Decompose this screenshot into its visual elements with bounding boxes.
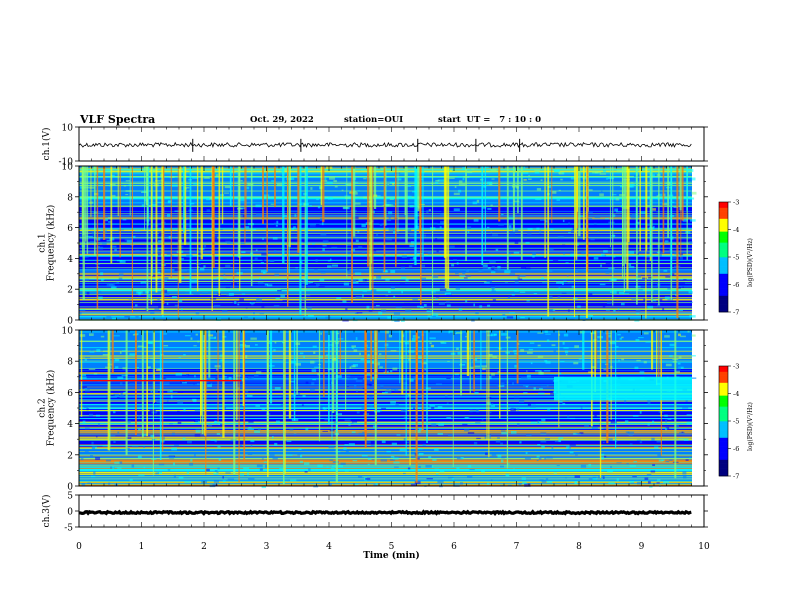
- x-axis-label: Time (min): [363, 550, 420, 561]
- y-axis-label: Frequency (kHz): [46, 370, 57, 447]
- colorbar-tick-label: -4: [733, 226, 739, 234]
- date-label: Oct. 29, 2022: [250, 115, 314, 125]
- figure-title: VLF Spectra: [80, 113, 156, 126]
- y-axis-label: ch.2: [38, 398, 48, 417]
- y-tick-label: 6: [67, 224, 73, 234]
- ch1-waveform: [78, 141, 692, 149]
- x-tick-label: 2: [201, 542, 207, 552]
- x-tick-label: 6: [451, 542, 457, 552]
- x-tick-label: 5: [389, 542, 395, 552]
- colorbar-tick-label: -3: [733, 363, 739, 371]
- y-tick-label: -5: [64, 524, 73, 534]
- y-axis-label: ch.3(V): [41, 495, 52, 528]
- y-tick-label: 4: [67, 255, 73, 265]
- y-axis-label: Frequency (kHz): [46, 205, 57, 282]
- y-tick-label: 0: [67, 508, 73, 518]
- spectrogram-ch1: [79, 166, 697, 322]
- x-tick-label: 10: [698, 542, 710, 552]
- y-tick-label: 6: [67, 389, 73, 399]
- y-tick-label: 4: [67, 420, 73, 430]
- colorbar-label: log(PSD)(V²/Hz): [747, 238, 754, 287]
- colorbar-tick-label: -3: [733, 199, 739, 207]
- ch3-waveform: [78, 509, 692, 516]
- y-tick-label: 2: [67, 451, 73, 461]
- y-tick-label: -10: [59, 158, 74, 168]
- x-tick-label: 9: [639, 542, 645, 552]
- y-tick-label: 5: [67, 492, 73, 502]
- spectrogram-ch2: [79, 330, 697, 489]
- y-tick-label: 8: [67, 358, 73, 368]
- y-tick-label: 10: [62, 124, 74, 134]
- colorbar-tick-label: -7: [733, 473, 739, 481]
- colorbar-tick-label: -5: [733, 418, 739, 426]
- x-tick-label: 7: [514, 542, 520, 552]
- start-time-label: start UT = 7 : 10 : 0: [438, 115, 542, 125]
- x-tick-label: 3: [264, 542, 270, 552]
- y-tick-label: 0: [67, 483, 73, 493]
- y-tick-label: 2: [67, 286, 73, 296]
- colorbar-tick-label: -4: [733, 390, 739, 398]
- x-tick-label: 1: [139, 542, 145, 552]
- x-tick-label: 0: [76, 542, 82, 552]
- colorbar-tick-label: -6: [733, 445, 739, 453]
- emission-band: [554, 376, 692, 401]
- y-tick-label: 10: [62, 327, 74, 337]
- y-tick-label: 10: [62, 163, 74, 173]
- colorbar-tick-label: -7: [733, 309, 739, 317]
- station-label: station=OUI: [344, 115, 404, 125]
- y-tick-label: 8: [67, 193, 73, 203]
- x-tick-label: 4: [326, 542, 332, 552]
- colorbar-tick-label: -5: [733, 254, 739, 262]
- colorbar-tick-label: -6: [733, 281, 739, 289]
- x-tick-label: 8: [576, 542, 582, 552]
- colorbar-label: log(PSD)(V²/Hz): [747, 402, 754, 451]
- y-axis-label: ch.1: [38, 233, 48, 252]
- y-tick-label: 0: [67, 317, 73, 327]
- y-axis-label: ch.1(V): [41, 128, 52, 161]
